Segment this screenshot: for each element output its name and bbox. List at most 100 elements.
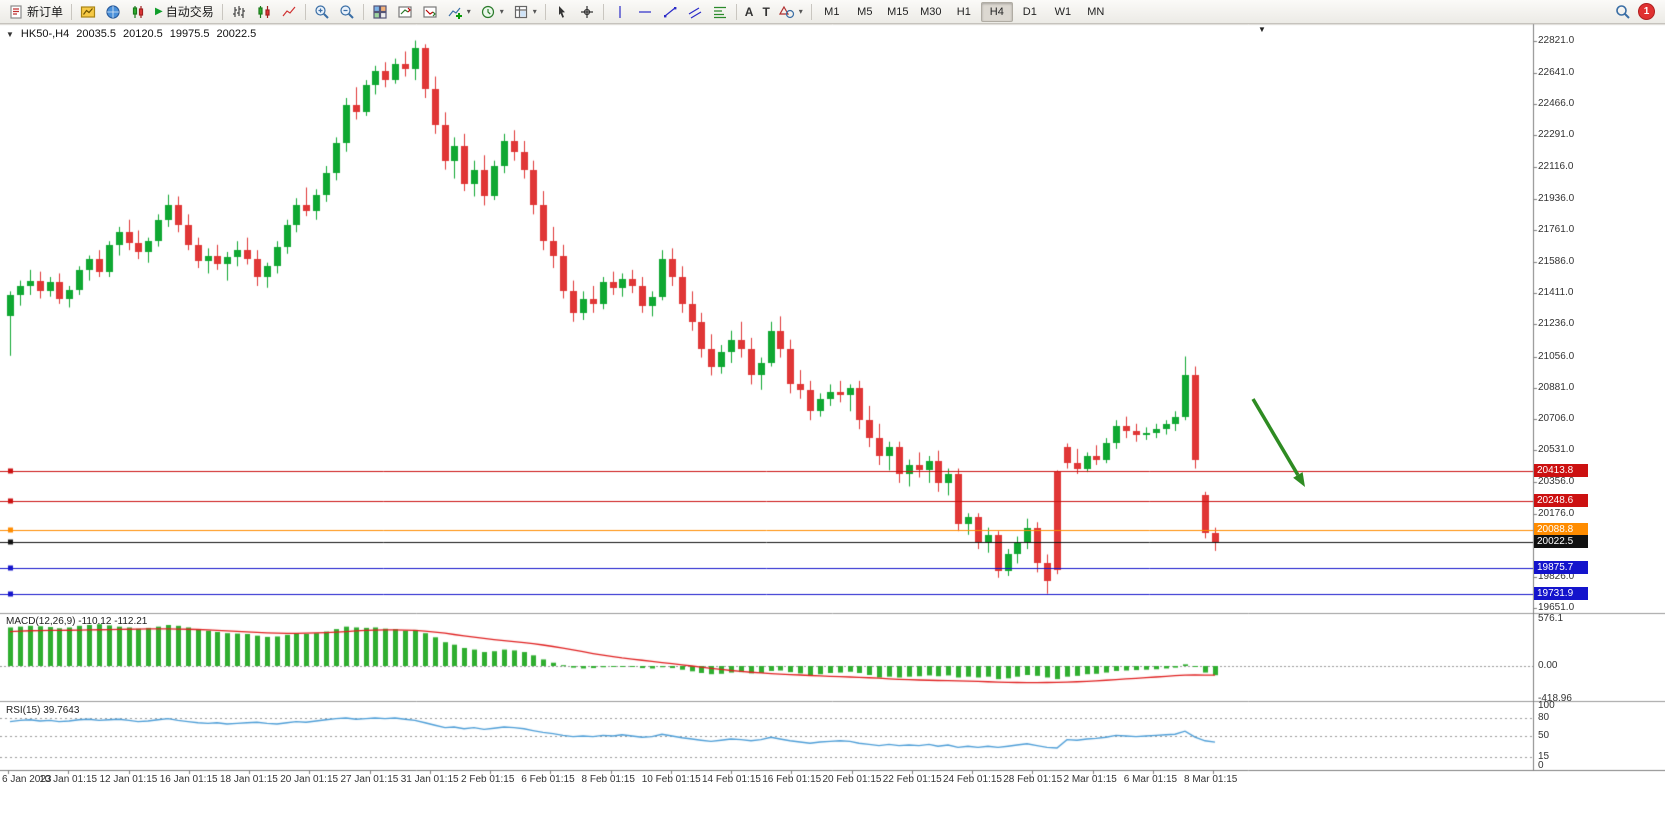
template-icon (514, 5, 527, 18)
horizontal-line-button[interactable] (633, 2, 657, 22)
price-line-tag-pivot[interactable]: 20088.8 (1534, 523, 1588, 536)
arrange-down-button[interactable] (418, 2, 442, 22)
crosshair-button[interactable] (575, 2, 599, 22)
dropdown-caret-icon: ▾ (798, 6, 803, 16)
chart-candles-button[interactable] (252, 2, 276, 22)
main-toolbar: 新订单 ▶ 自动交易 (0, 0, 1665, 24)
timeframe-mn[interactable]: MN (1087, 5, 1105, 18)
new-order-button[interactable]: 新订单 (4, 2, 67, 22)
timeframe-h1[interactable]: H1 (956, 5, 971, 18)
rsi-scale-tick: 15 (1538, 751, 1550, 762)
price-tick: 21056.0 (1538, 350, 1575, 362)
price-line-tag-resistance-1[interactable]: 20413.8 (1534, 464, 1588, 477)
shapes-icon (778, 5, 794, 18)
arrange-up-button[interactable] (393, 2, 417, 22)
price-tick: 21761.0 (1538, 224, 1575, 236)
shapes-button[interactable]: ▾ (775, 2, 807, 22)
time-label: 28 Feb 01:15 (1003, 774, 1063, 785)
price-tick: 20531.0 (1538, 444, 1575, 456)
trendline-button[interactable] (658, 2, 682, 22)
price-tick: 20706.0 (1538, 413, 1575, 425)
chart-bars-button[interactable] (227, 2, 251, 22)
fibonacci-button[interactable] (708, 2, 732, 22)
time-label: 20 Feb 01:15 (822, 774, 882, 785)
zoom-out-button[interactable] (335, 2, 359, 22)
price-tick: 19826.0 (1538, 570, 1575, 582)
channel-icon (688, 6, 702, 19)
time-label: 2 Mar 01:15 (1063, 774, 1117, 785)
macd-scale-tick: -418.96 (1538, 693, 1572, 704)
price-tick: 21586.0 (1538, 255, 1575, 267)
price-tick: 22466.0 (1538, 98, 1575, 110)
price-line-tag-support-2[interactable]: 19731.9 (1534, 587, 1588, 600)
price-line-tag-resistance-2[interactable]: 20248.6 (1534, 494, 1588, 507)
zoom-out-icon (340, 4, 354, 19)
cursor-button[interactable] (550, 2, 574, 22)
chart-line-button[interactable] (277, 2, 301, 22)
profiles-button[interactable] (76, 2, 100, 22)
macd-scale-tick: 0.00 (1538, 660, 1558, 671)
ohlc-open: 20035.5 (76, 28, 116, 40)
timeframe-m1[interactable]: M1 (824, 5, 840, 18)
autotrading-label: 自动交易 (165, 5, 214, 19)
price-tick: 20176.0 (1538, 508, 1575, 520)
navigator-icon (132, 5, 144, 18)
ohlc-low: 19975.5 (169, 28, 210, 40)
indicators-button[interactable]: ▾ (443, 2, 475, 22)
chart-symbol-label: HK50-,H4 (20, 28, 70, 40)
price-axis[interactable]: 22821.0 22641.0 22466.0 22291.0 22116.0 21936… (1533, 24, 1665, 772)
time-label: 31 Jan 01:15 (400, 774, 459, 785)
dropdown-caret-icon: ▾ (499, 6, 504, 16)
timeframe-m15[interactable]: M15 (887, 5, 909, 18)
time-label: 8 Mar 01:15 (1184, 774, 1238, 785)
autotrading-button[interactable]: ▶ 自动交易 (151, 2, 218, 22)
timeframe-h4[interactable]: H4 (980, 1, 1013, 22)
search-button[interactable] (1611, 2, 1635, 22)
timeframe-m30[interactable]: M30 (920, 5, 942, 18)
toolbar-separator (71, 3, 73, 20)
toolbar-separator (304, 3, 306, 20)
current-price-tag[interactable]: 20022.5 (1534, 535, 1588, 548)
periods-button[interactable]: ▾ (476, 2, 508, 22)
time-label: 20 Jan 01:15 (280, 774, 339, 785)
price-tick: 22821.0 (1538, 34, 1575, 46)
toolbar-separator (544, 3, 546, 20)
tile-windows-button[interactable] (368, 2, 392, 22)
templates-button[interactable]: ▾ (509, 2, 541, 22)
indicators-icon (448, 7, 462, 19)
market-watch-button[interactable] (101, 2, 125, 22)
timeframe-w1[interactable]: W1 (1054, 5, 1072, 18)
label-tool-icon: T (762, 4, 770, 19)
price-tick: 22291.0 (1538, 129, 1575, 141)
time-axis[interactable]: 6 Jan 2023 10 Jan 01:15 12 Jan 01:15 16 Jan… (0, 771, 1533, 789)
line-chart-icon (282, 6, 296, 16)
toolbar-separator (810, 3, 812, 20)
chart-shift-marker[interactable]: ▼ (1258, 25, 1266, 34)
profiles-icon (80, 5, 96, 18)
macd-scale-tick: 576.1 (1538, 612, 1564, 624)
time-label: 6 Jan 2023 (2, 774, 52, 785)
rsi-scale-tick: 80 (1538, 712, 1550, 723)
navigator-button[interactable] (126, 2, 150, 22)
price-tick: 20881.0 (1538, 381, 1575, 393)
price-tick: 22641.0 (1538, 66, 1575, 78)
crosshair-icon (580, 5, 593, 18)
timeframe-d1[interactable]: D1 (1022, 5, 1037, 18)
price-line-tag-support-1[interactable]: 19875.7 (1534, 561, 1588, 574)
time-label: 24 Feb 01:15 (943, 774, 1002, 785)
timeframe-m5[interactable]: M5 (857, 5, 873, 18)
ohlc-close: 20022.5 (216, 28, 257, 40)
time-label: 10 Feb 01:15 (641, 774, 701, 785)
notification-badge[interactable]: 1 (1638, 3, 1655, 20)
rsi-indicator-label: RSI(15) 39.7643 (6, 705, 80, 716)
text-tool-button[interactable]: A (741, 2, 758, 22)
channel-button[interactable] (683, 2, 707, 22)
chart-collapse-icon[interactable]: ▼ (6, 30, 14, 39)
label-tool-button[interactable]: T (758, 2, 773, 22)
time-label: 12 Jan 01:15 (99, 774, 158, 785)
zoom-in-button[interactable] (310, 2, 334, 22)
clock-icon (481, 5, 494, 18)
vertical-line-button[interactable] (608, 2, 632, 22)
toolbar-separator (735, 3, 737, 20)
